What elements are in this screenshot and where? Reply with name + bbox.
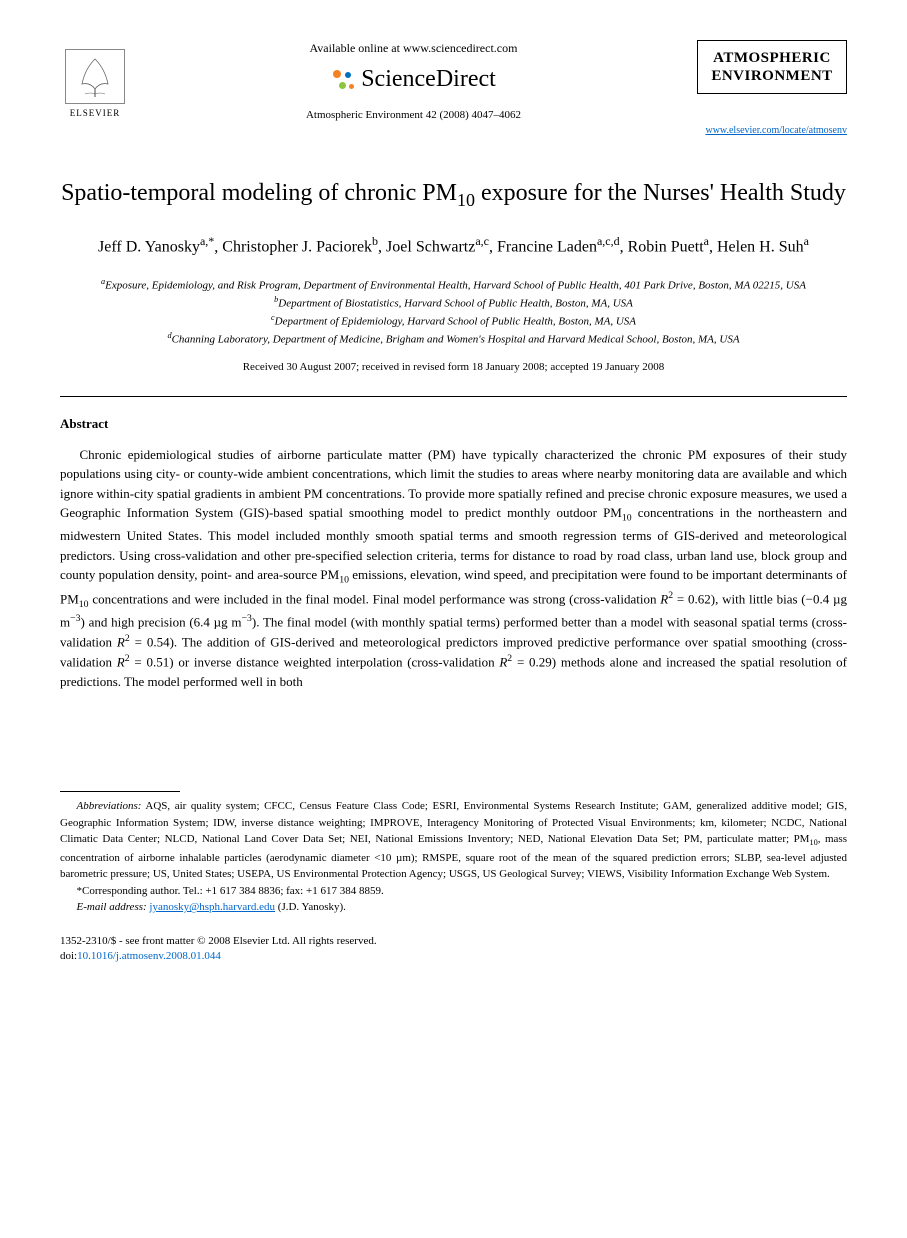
email-suffix: (J.D. Yanosky). — [278, 901, 346, 913]
article-dates: Received 30 August 2007; received in rev… — [60, 360, 847, 375]
affiliation-c: cDepartment of Epidemiology, Harvard Sch… — [60, 312, 847, 330]
header-row: ELSEVIER Available online at www.science… — [60, 40, 847, 138]
elsevier-tree-icon — [65, 49, 125, 104]
doi-prefix: doi: — [60, 950, 77, 962]
sciencedirect-text: ScienceDirect — [361, 63, 496, 97]
available-online-text: Available online at www.sciencedirect.co… — [130, 40, 697, 57]
footnotes-block: Abbreviations: AQS, air quality system; … — [60, 798, 847, 916]
elsevier-logo: ELSEVIER — [60, 40, 130, 120]
copyright-block: 1352-2310/$ - see front matter © 2008 El… — [60, 934, 847, 965]
abstract-heading: Abstract — [60, 415, 847, 433]
doi-line: doi:10.1016/j.atmosenv.2008.01.044 — [60, 949, 847, 964]
center-header: Available online at www.sciencedirect.co… — [130, 40, 697, 124]
email-link[interactable]: jyanosky@hsph.harvard.edu — [149, 901, 275, 913]
footnote-divider — [60, 791, 180, 792]
journal-reference: Atmospheric Environment 42 (2008) 4047–4… — [130, 108, 697, 123]
affiliation-d: dChanning Laboratory, Department of Medi… — [60, 330, 847, 348]
journal-name-line1: ATMOSPHERIC — [708, 49, 836, 67]
article-title: Spatio-temporal modeling of chronic PM10… — [60, 178, 847, 212]
corresponding-author-footnote: *Corresponding author. Tel.: +1 617 384 … — [60, 883, 847, 900]
email-footnote: E-mail address: jyanosky@hsph.harvard.ed… — [60, 899, 847, 916]
header-right-column: ATMOSPHERIC ENVIRONMENT www.elsevier.com… — [697, 40, 847, 138]
affiliation-b: bDepartment of Biostatistics, Harvard Sc… — [60, 294, 847, 312]
affiliations-block: aExposure, Epidemiology, and Risk Progra… — [60, 276, 847, 349]
email-label: E-mail address: — [77, 901, 147, 913]
copyright-line: 1352-2310/$ - see front matter © 2008 El… — [60, 934, 847, 949]
abbreviations-footnote: Abbreviations: AQS, air quality system; … — [60, 798, 847, 883]
journal-name-box: ATMOSPHERIC ENVIRONMENT — [697, 40, 847, 94]
section-divider — [60, 396, 847, 397]
journal-link[interactable]: www.elsevier.com/locate/atmosenv — [705, 124, 847, 138]
title-pre: Spatio-temporal modeling of chronic PM — [61, 180, 457, 206]
doi-link[interactable]: 10.1016/j.atmosenv.2008.01.044 — [77, 950, 221, 962]
title-sub: 10 — [457, 190, 475, 210]
sciencedirect-icon — [331, 68, 355, 92]
abstract-body: Chronic epidemiological studies of airbo… — [60, 445, 847, 691]
title-post: exposure for the Nurses' Health Study — [475, 180, 846, 206]
sciencedirect-logo: ScienceDirect — [130, 63, 697, 97]
elsevier-label: ELSEVIER — [70, 107, 121, 120]
journal-name-line2: ENVIRONMENT — [708, 67, 836, 85]
affiliation-a: aExposure, Epidemiology, and Risk Progra… — [60, 276, 847, 294]
authors-list: Jeff D. Yanoskya,*, Christopher J. Pacio… — [60, 232, 847, 259]
